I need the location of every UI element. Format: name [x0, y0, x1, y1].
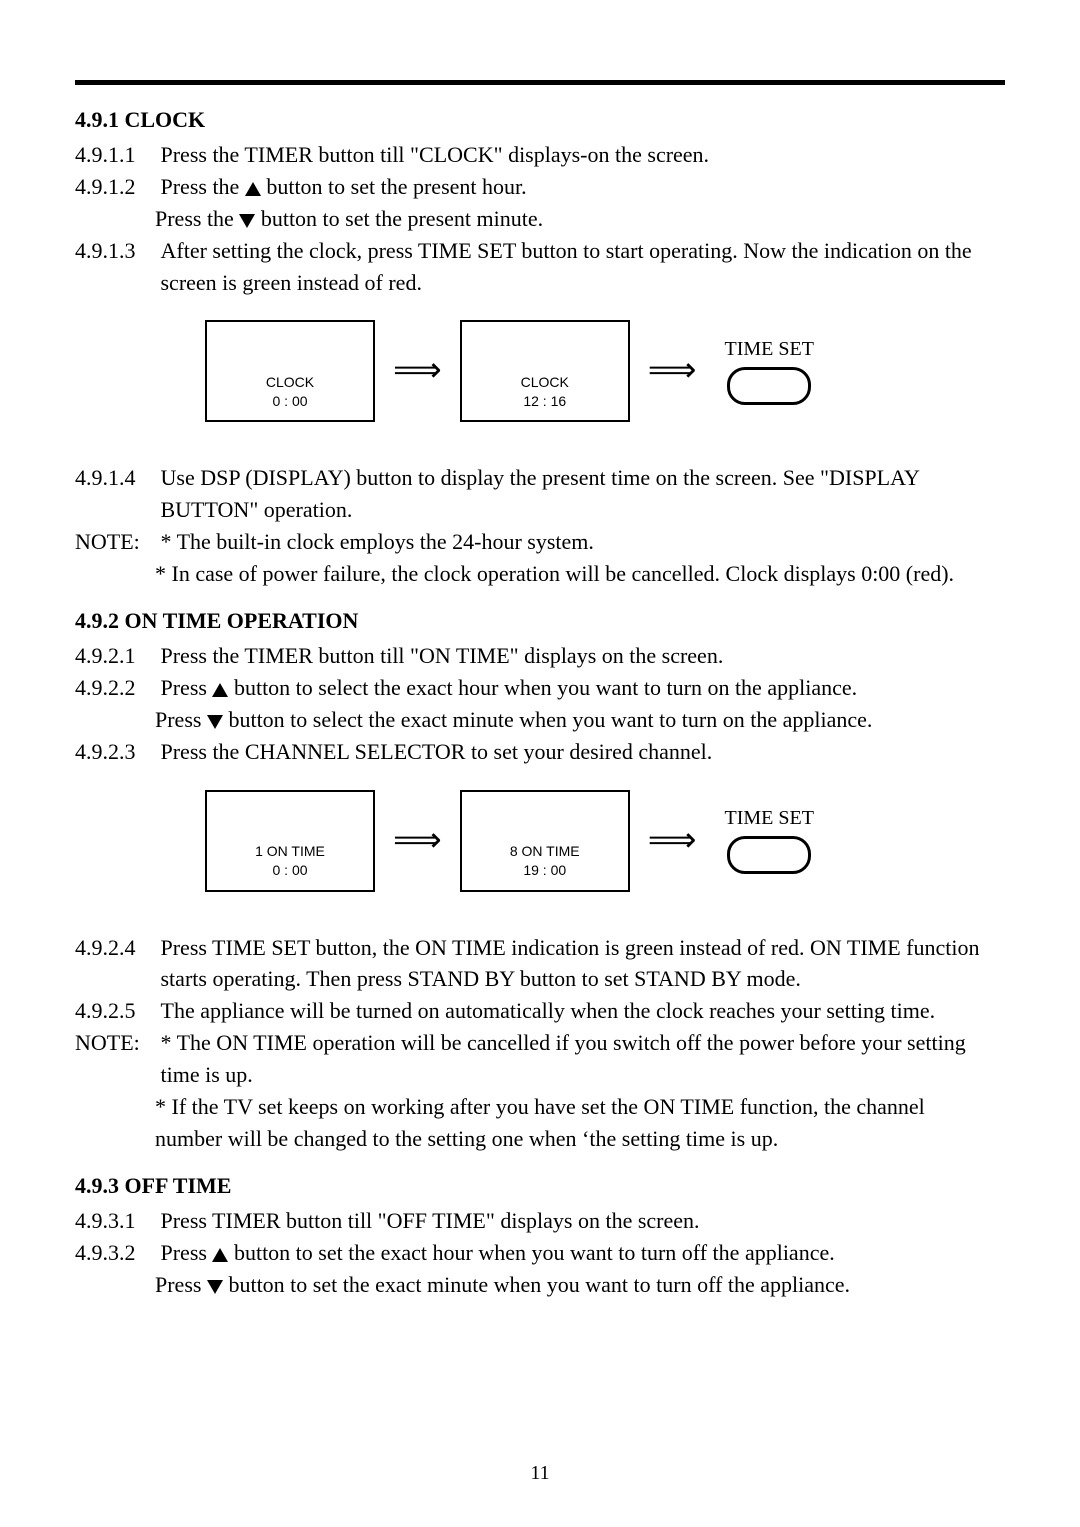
screen-line: 8 ON TIME — [510, 842, 580, 861]
item-number: 4.9.2.4 — [75, 932, 155, 964]
screen-line: 0 : 00 — [272, 861, 307, 880]
screen-box: 8 ON TIME 19 : 00 — [460, 790, 630, 892]
manual-page: 4.9.1 CLOCK 4.9.1.1 Press the TIMER butt… — [0, 0, 1080, 1527]
item-text: After setting the clock, press TIME SET … — [161, 235, 981, 299]
arrow-icon: ⟹ — [648, 824, 697, 858]
timeset-button-icon — [727, 836, 811, 874]
item-text: The appliance will be turned on automati… — [161, 995, 981, 1027]
arrow-icon: ⟹ — [648, 354, 697, 388]
clock-diagram: CLOCK 0 : 00 ⟹ CLOCK 12 : 16 ⟹ TIME SET — [205, 320, 1005, 422]
timeset-button-group: TIME SET — [725, 338, 814, 405]
text-fragment: button to set the present hour. — [261, 174, 527, 199]
screen-line: CLOCK — [521, 373, 569, 392]
arrow-icon: ⟹ — [393, 354, 442, 388]
item-text: Press the TIMER button till "CLOCK" disp… — [161, 139, 981, 171]
item-number: 4.9.2.5 — [75, 995, 155, 1027]
down-triangle-icon — [239, 214, 255, 228]
text-fragment: Press — [161, 1240, 213, 1265]
arrow-icon: ⟹ — [393, 824, 442, 858]
screen-line: 0 : 00 — [272, 392, 307, 411]
screen-line: 19 : 00 — [523, 861, 566, 880]
timeset-button-icon — [727, 367, 811, 405]
page-number: 11 — [0, 1462, 1080, 1485]
timeset-label: TIME SET — [725, 338, 814, 361]
up-triangle-icon — [212, 683, 228, 697]
top-rule — [75, 80, 1005, 85]
up-triangle-icon — [245, 182, 261, 196]
note-text: * In case of power failure, the clock op… — [155, 558, 975, 590]
item-number: 4.9.1.2 — [75, 171, 155, 203]
note-label: NOTE: — [75, 526, 155, 558]
text-fragment: button to select the exact hour when you… — [228, 675, 857, 700]
text-fragment: Press — [161, 675, 213, 700]
item-text: Press button to select the exact hour wh… — [161, 672, 981, 704]
item-text: Use DSP (DISPLAY) button to display the … — [161, 462, 981, 526]
text-fragment: Press — [155, 707, 207, 732]
item-text: Press the TIMER button till "ON TIME" di… — [161, 640, 981, 672]
note-text: * The ON TIME operation will be cancelle… — [161, 1027, 981, 1091]
item-number: 4.9.3.2 — [75, 1237, 155, 1269]
heading-492: 4.9.2 ON TIME OPERATION — [75, 608, 1005, 634]
screen-line: 1 ON TIME — [255, 842, 325, 861]
item-text: Press the button to set the present minu… — [155, 203, 975, 235]
item-number: 4.9.2.2 — [75, 672, 155, 704]
text-fragment: Press the — [155, 206, 239, 231]
item-number: 4.9.1.4 — [75, 462, 155, 494]
text-fragment: button to set the exact minute when you … — [223, 1272, 850, 1297]
item-number: 4.9.2.1 — [75, 640, 155, 672]
item-number: 4.9.1.3 — [75, 235, 155, 267]
text-fragment: button to set the exact hour when you wa… — [228, 1240, 834, 1265]
item-text: Press the button to set the present hour… — [161, 171, 981, 203]
note-text: * If the TV set keeps on working after y… — [155, 1091, 975, 1155]
text-fragment: button to set the present minute. — [255, 206, 543, 231]
item-text: Press TIMER button till "OFF TIME" displ… — [161, 1205, 981, 1237]
item-text: Press button to set the exact hour when … — [161, 1237, 981, 1269]
item-number: 4.9.3.1 — [75, 1205, 155, 1237]
screen-line: CLOCK — [266, 373, 314, 392]
item-number: 4.9.2.3 — [75, 736, 155, 768]
down-triangle-icon — [207, 1280, 223, 1294]
up-triangle-icon — [212, 1248, 228, 1262]
item-number: 4.9.1.1 — [75, 139, 155, 171]
screen-box: 1 ON TIME 0 : 00 — [205, 790, 375, 892]
heading-493: 4.9.3 OFF TIME — [75, 1173, 1005, 1199]
item-text: Press TIME SET button, the ON TIME indic… — [161, 932, 981, 996]
timeset-label: TIME SET — [725, 807, 814, 830]
text-fragment: Press — [155, 1272, 207, 1297]
item-text: Press button to select the exact minute … — [155, 704, 975, 736]
heading-491: 4.9.1 CLOCK — [75, 107, 1005, 133]
note-label: NOTE: — [75, 1027, 155, 1059]
timeset-button-group: TIME SET — [725, 807, 814, 874]
down-triangle-icon — [207, 715, 223, 729]
note-text: * The built-in clock employs the 24-hour… — [161, 526, 981, 558]
screen-box: CLOCK 0 : 00 — [205, 320, 375, 422]
screen-line: 12 : 16 — [523, 392, 566, 411]
item-text: Press button to set the exact minute whe… — [155, 1269, 975, 1301]
item-text: Press the CHANNEL SELECTOR to set your d… — [161, 736, 981, 768]
ontime-diagram: 1 ON TIME 0 : 00 ⟹ 8 ON TIME 19 : 00 ⟹ T… — [205, 790, 1005, 892]
text-fragment: Press the — [161, 174, 245, 199]
screen-box: CLOCK 12 : 16 — [460, 320, 630, 422]
text-fragment: button to select the exact minute when y… — [223, 707, 872, 732]
